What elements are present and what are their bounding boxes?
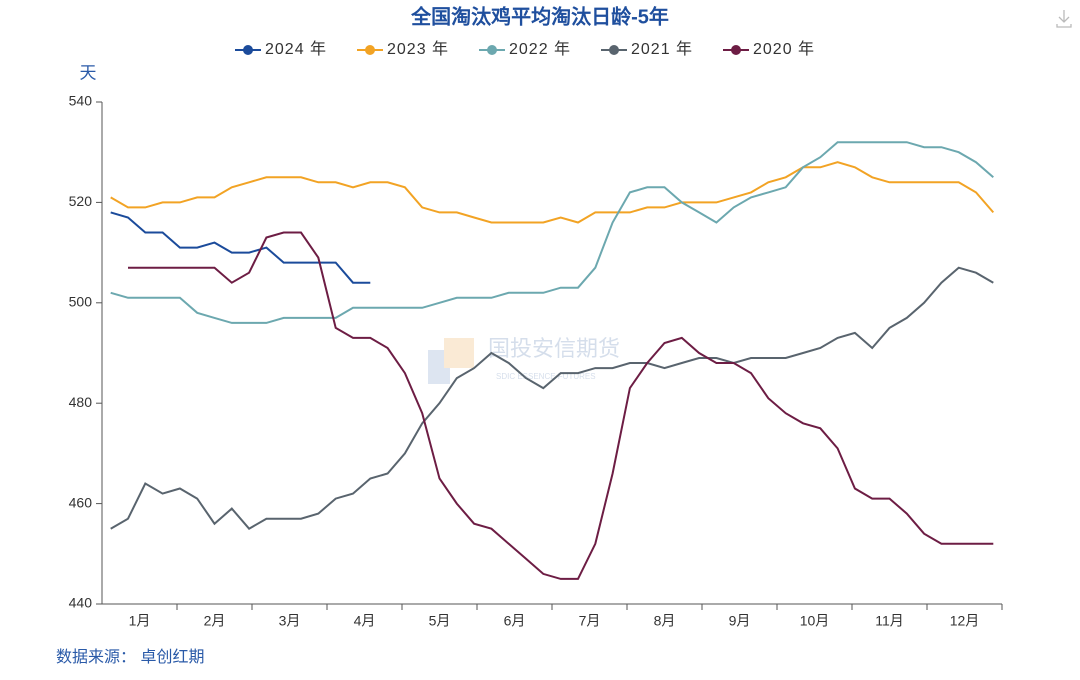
x-tick-label: 12月 — [950, 613, 980, 629]
legend-label: 2024 年 — [265, 40, 327, 58]
series-line — [110, 211, 371, 284]
legend-marker — [243, 45, 253, 55]
x-tick-label: 2月 — [204, 613, 226, 629]
legend-label: 2020 年 — [753, 40, 815, 58]
y-tick-label: 440 — [69, 595, 93, 611]
source: 数据来源： 卓创红期 — [56, 648, 204, 666]
series-line — [110, 266, 994, 530]
y-tick-label: 480 — [69, 394, 93, 410]
y-tick-label: 540 — [69, 93, 93, 109]
series-line — [110, 161, 995, 224]
watermark-text: 国投安信期货 — [488, 336, 620, 361]
legend-item: 2023 年 — [357, 40, 449, 58]
download-icon-path[interactable] — [1056, 10, 1072, 28]
chart-title: 全国淘汰鸡平均淘汰日龄-5年 — [410, 4, 669, 28]
y-tick-label: 500 — [69, 294, 93, 310]
watermark-logo — [444, 338, 474, 368]
x-tick-label: 4月 — [354, 613, 376, 629]
legend-label: 2021 年 — [631, 40, 693, 58]
watermark: 国投安信期货 SDIC ESSENCE FUTURES — [428, 336, 620, 384]
series-line — [110, 141, 994, 324]
x-tick-label: 5月 — [429, 613, 451, 629]
legend-item: 2021 年 — [601, 40, 693, 58]
x-tick-label: 6月 — [504, 613, 526, 629]
series-line — [128, 231, 994, 580]
legend-marker — [731, 45, 741, 55]
watermark-sub: SDIC ESSENCE FUTURES — [496, 372, 596, 381]
legend-label: 2023 年 — [387, 40, 449, 58]
legend-item: 2020 年 — [723, 40, 815, 58]
y-axis-label: 天 — [80, 63, 97, 82]
legend-marker — [609, 45, 619, 55]
y-tick-label: 460 — [69, 494, 93, 510]
x-tick-label: 7月 — [579, 613, 601, 629]
x-tick-label: 11月 — [875, 613, 904, 629]
x-tick-label: 9月 — [729, 613, 751, 629]
x-tick-label: 8月 — [654, 613, 676, 629]
x-tick-label: 10月 — [800, 613, 830, 629]
legend-item: 2022 年 — [479, 40, 571, 58]
y-tick-label: 520 — [69, 193, 93, 209]
legend-marker — [487, 45, 497, 55]
x-tick-label: 1月 — [129, 613, 151, 629]
x-tick-label: 3月 — [279, 613, 301, 629]
legend-marker — [365, 45, 375, 55]
download-icon[interactable] — [1056, 10, 1072, 28]
legend-item: 2024 年 — [235, 40, 327, 58]
watermark-logo — [428, 350, 450, 384]
legend-label: 2022 年 — [509, 40, 571, 58]
